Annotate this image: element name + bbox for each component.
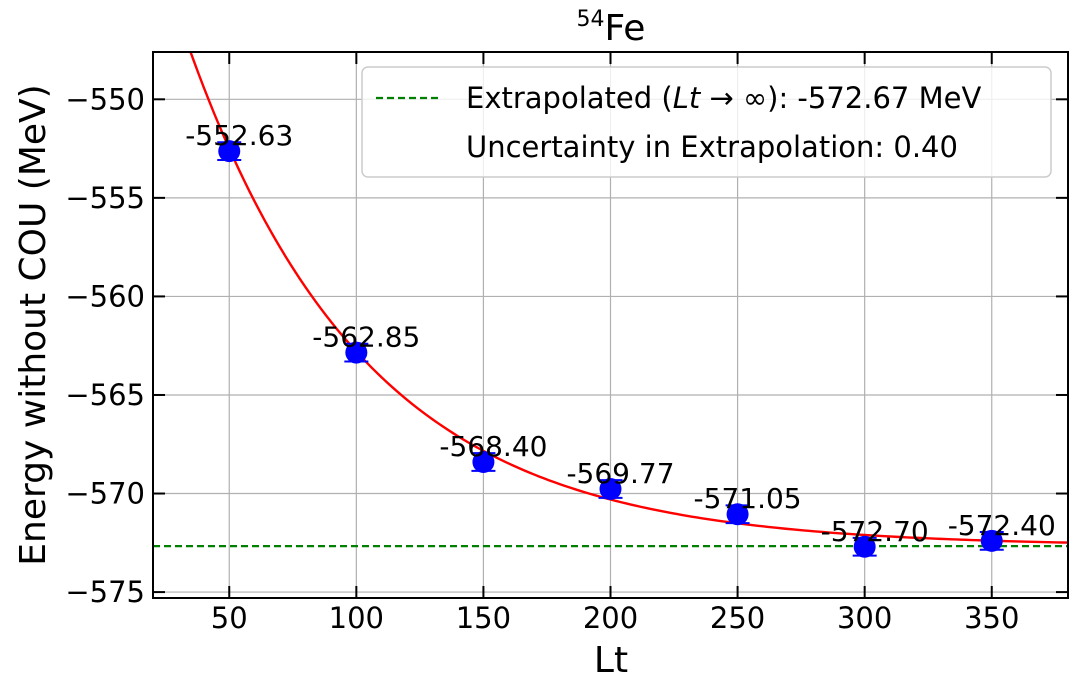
plot-frame	[152, 51, 1069, 599]
x-tick-label: 50	[211, 601, 248, 635]
ticks-layer: 50 100 150 200 250 300 350 −550 −555 −560 −565 −570…	[65, 52, 1068, 635]
data-label: -571.05	[694, 482, 802, 515]
legend-uncertainty-label: Uncertainty in Extrapolation: 0.40	[466, 130, 958, 164]
data-label: -568.40	[439, 430, 547, 463]
data-point	[853, 535, 876, 558]
title-superscript: 54	[577, 7, 605, 32]
data-labels-layer: -552.63 -562.85 -568.40 -569.77 -571.05 -572.…	[185, 119, 1056, 548]
data-point	[726, 503, 749, 526]
data-point	[218, 140, 241, 163]
y-tick-label: −555	[65, 181, 145, 215]
y-tick-label: −550	[65, 82, 145, 116]
x-tick-label: 250	[710, 601, 765, 635]
legend-extrapolated-italic: Lt	[673, 81, 702, 115]
data-point	[472, 450, 495, 473]
x-tick-label: 350	[964, 601, 1019, 635]
y-tick-label: −570	[65, 477, 145, 511]
data-label: -562.85	[312, 321, 420, 354]
x-axis-title: Lt	[594, 640, 628, 681]
legend: Extrapolated (Lt → ∞): -572.67 MeV Uncer…	[361, 66, 1052, 178]
chart-title: 54Fe	[577, 7, 646, 49]
data-point	[345, 341, 368, 364]
data-point	[980, 529, 1003, 552]
legend-extrapolated-suffix: ): -572.67 MeV	[767, 81, 981, 115]
data-label: -572.70	[821, 515, 929, 548]
y-tick-label: −560	[65, 279, 145, 313]
data-label: -569.77	[566, 457, 674, 490]
x-tick-label: 150	[456, 601, 511, 635]
y-tick-label: −565	[65, 378, 145, 412]
x-tick-label: 300	[837, 601, 892, 635]
y-tick-label: −575	[65, 575, 145, 609]
data-label: -572.40	[948, 509, 1056, 542]
title-base: Fe	[605, 8, 646, 49]
x-tick-label: 200	[583, 601, 638, 635]
legend-extrapolated-prefix: Extrapolated (	[466, 81, 673, 115]
x-tick-label: 100	[329, 601, 384, 635]
y-axis-title: Energy without COU (MeV)	[13, 84, 54, 565]
legend-box	[361, 66, 1052, 178]
legend-extrapolated-label: Extrapolated (Lt → ∞): -572.67 MeV	[466, 81, 981, 115]
data-point	[599, 477, 622, 500]
data-label: -552.63	[185, 119, 293, 152]
points-layer	[217, 140, 1004, 558]
legend-extrapolated-arrow: → ∞	[700, 81, 767, 115]
